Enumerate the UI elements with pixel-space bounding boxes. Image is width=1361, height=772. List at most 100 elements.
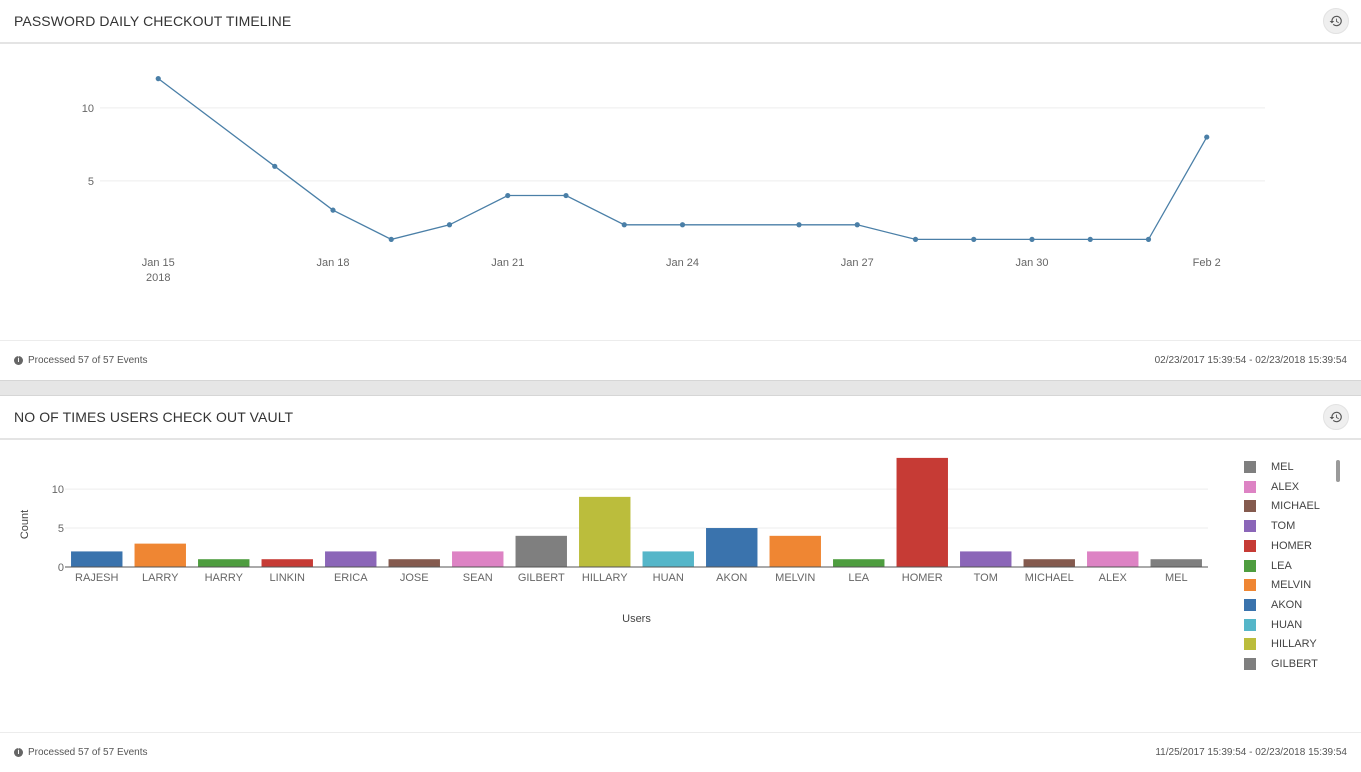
data-point[interactable] [971, 236, 977, 242]
legend-item[interactable]: MELVIN [1244, 578, 1311, 592]
grid-lines [65, 488, 1208, 529]
data-point[interactable] [912, 236, 919, 242]
footer-status-text: Processed 57 of 57 Events [28, 355, 148, 366]
legend-item[interactable]: HOMER [1244, 539, 1312, 553]
x-tick-label: SEAN [463, 572, 493, 584]
panel-title: NO OF TIMES USERS CHECK OUT VAULT [14, 409, 294, 425]
legend-swatch [1244, 520, 1256, 533]
users-checkout-panel: NO OF TIMES USERS CHECK OUT VAULT 0 5 10 R… [0, 396, 1361, 772]
bar[interactable] [71, 551, 123, 567]
x-tick-label: RAJESH [75, 572, 118, 584]
legend-item[interactable]: TOM [1244, 519, 1295, 533]
y-axis-ticks: 5 10 [82, 103, 94, 188]
history-button[interactable] [1323, 8, 1349, 34]
bar[interactable] [1150, 559, 1202, 567]
panel-title: PASSWORD DAILY CHECKOUT TIMELINE [14, 13, 292, 29]
bar[interactable] [896, 457, 948, 567]
data-point[interactable] [388, 236, 394, 242]
x-tick-label: JOSE [400, 572, 429, 584]
panel-header: NO OF TIMES USERS CHECK OUT VAULT [0, 396, 1361, 440]
footer-date-range: 02/23/2017 15:39:54 - 02/23/2018 15:39:5… [1154, 355, 1347, 366]
data-point[interactable] [1029, 236, 1035, 242]
y-tick-label: 5 [88, 176, 94, 188]
footer-date-range: 11/25/2017 15:39:54 - 02/23/2018 15:39:5… [1155, 747, 1347, 758]
legend-swatch [1244, 559, 1256, 572]
legend-label: HOMER [1271, 539, 1312, 552]
legend-item[interactable]: ALEX [1244, 480, 1299, 494]
history-icon [1329, 411, 1342, 423]
y-tick-label: 10 [82, 103, 94, 115]
legend-item[interactable]: AKON [1244, 598, 1302, 612]
info-icon: i [14, 356, 23, 365]
panel-header: PASSWORD DAILY CHECKOUT TIMELINE [0, 0, 1361, 44]
data-point[interactable] [621, 222, 627, 228]
data-point[interactable] [563, 192, 569, 199]
data-point[interactable] [330, 207, 336, 213]
bar[interactable] [325, 551, 377, 567]
legend-item[interactable]: MEL [1244, 460, 1294, 474]
legend-label: MICHAEL [1271, 500, 1320, 513]
footer-status-text: Processed 57 of 57 Events [28, 747, 148, 758]
bar[interactable] [261, 559, 313, 567]
data-point[interactable] [1145, 236, 1152, 242]
bar[interactable] [388, 559, 440, 567]
x-tick-label: HARRY [205, 572, 244, 584]
series-line [157, 78, 1208, 241]
bar[interactable] [452, 551, 504, 567]
bar[interactable] [833, 559, 885, 567]
footer-status: i Processed 57 of 57 Events [14, 355, 148, 366]
grid-lines [100, 107, 1265, 182]
data-point[interactable] [854, 222, 860, 228]
data-point[interactable] [796, 222, 802, 228]
data-point[interactable] [505, 192, 511, 199]
bar[interactable] [515, 535, 567, 567]
legend-swatch [1244, 579, 1256, 592]
y-tick-label: 5 [58, 523, 64, 535]
x-tick-label: Jan 18 [316, 257, 349, 269]
legend-item[interactable]: LEA [1244, 559, 1292, 573]
y-tick-label: 0 [58, 562, 64, 574]
x-tick-label: HOMER [902, 572, 943, 584]
x-tick-label: Jan 21 [491, 257, 524, 269]
legend-label: MELVIN [1271, 579, 1312, 592]
y-axis-ticks: 0 5 10 [52, 484, 64, 574]
y-axis-label: Count [19, 510, 31, 539]
bar[interactable] [706, 528, 758, 567]
data-point[interactable] [272, 163, 278, 169]
bar[interactable] [1087, 551, 1139, 567]
footer-status: i Processed 57 of 57 Events [14, 747, 148, 758]
bar[interactable] [134, 543, 186, 567]
history-button[interactable] [1323, 404, 1349, 430]
bar[interactable] [198, 559, 250, 567]
legend-swatch [1244, 598, 1256, 611]
bar[interactable] [769, 535, 821, 567]
x-tick-sublabel: 2018 [146, 272, 170, 284]
panel-divider [0, 380, 1361, 396]
data-point[interactable] [1087, 236, 1093, 242]
bar[interactable] [1023, 559, 1075, 567]
bar[interactable] [579, 496, 631, 567]
bar[interactable] [960, 551, 1012, 567]
x-tick-label: Jan 24 [666, 257, 699, 269]
legend-item[interactable]: MICHAEL [1244, 499, 1320, 513]
x-tick-label: LARRY [142, 572, 179, 584]
data-point[interactable] [1204, 134, 1210, 140]
x-tick-label: TOM [974, 572, 998, 584]
legend-item[interactable]: GILBERT [1244, 657, 1318, 671]
bar[interactable] [642, 551, 694, 567]
x-tick-label: HILLARY [582, 572, 628, 584]
data-point[interactable] [155, 76, 161, 82]
legend-label: ALEX [1271, 480, 1300, 493]
data-point[interactable] [679, 222, 686, 228]
x-axis-label: Users [622, 613, 651, 625]
data-point[interactable] [446, 222, 453, 228]
legend-scrollbar[interactable] [1336, 460, 1340, 482]
legend-label: LEA [1271, 559, 1292, 572]
legend-item[interactable]: HILLARY [1244, 637, 1317, 651]
legend-swatch [1244, 658, 1256, 670]
bars [71, 457, 1202, 567]
legend-item[interactable]: HUAN [1244, 618, 1302, 632]
x-tick-label: LINKIN [270, 572, 306, 584]
x-tick-label: MICHAEL [1025, 572, 1074, 584]
x-tick-label: MELVIN [775, 572, 815, 584]
